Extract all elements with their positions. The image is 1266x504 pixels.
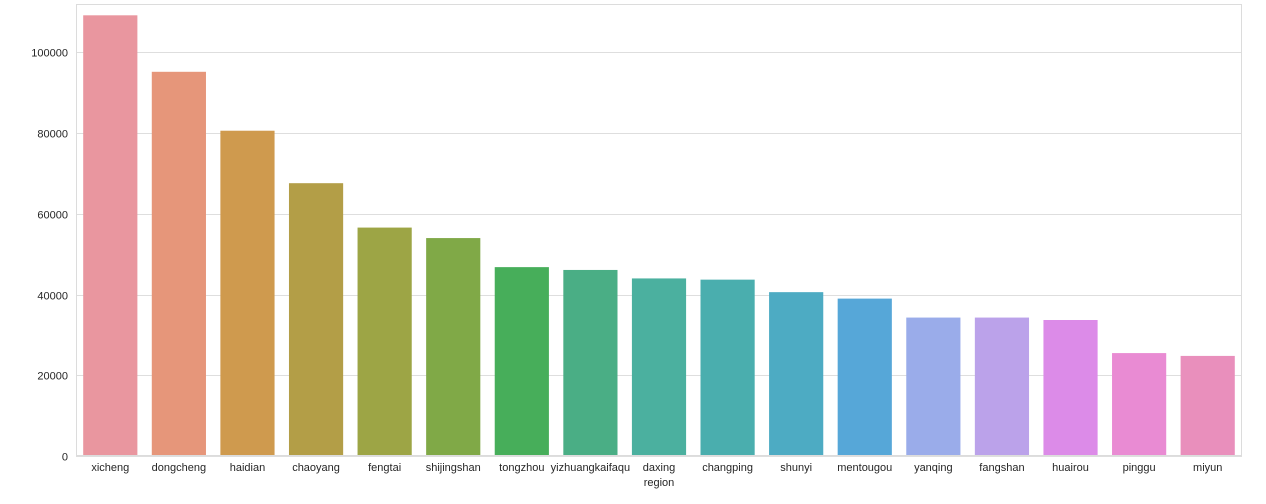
x-tick-label: pinggu <box>1123 462 1156 474</box>
bar-tongzhou <box>494 267 549 456</box>
x-tick-label: shunyi <box>780 462 812 474</box>
bar-mentougou <box>837 298 892 456</box>
x-tick-label: yanqing <box>914 462 953 474</box>
x-tick-label: haidian <box>230 462 265 474</box>
bar-huairou <box>1043 320 1098 456</box>
bar-shunyi <box>769 292 824 456</box>
x-tick-label: yizhuangkaifaqu <box>551 462 631 474</box>
y-tick-label: 40000 <box>37 291 68 303</box>
x-tick-label: xicheng <box>91 462 129 474</box>
x-tick-label: fangshan <box>979 462 1024 474</box>
x-tick-label: tongzhou <box>499 462 544 474</box>
x-tick-label: changping <box>702 462 753 474</box>
y-tick-label: 100000 <box>31 48 68 60</box>
x-tick-label: daxing <box>643 462 675 474</box>
plot-frame <box>76 4 1242 456</box>
bar-fengtai <box>357 227 412 456</box>
bar-miyun <box>1180 355 1235 456</box>
x-tick-label: miyun <box>1193 462 1222 474</box>
bar-yanqing <box>906 317 961 456</box>
bar-fangshan <box>974 317 1030 456</box>
x-tick-label: mentougou <box>837 462 892 474</box>
y-tick-label: 0 <box>62 452 68 464</box>
x-tick-labels: xicheng dongcheng haidian chaoyang fengtai sh… <box>91 462 1222 474</box>
bar-xicheng <box>83 15 138 457</box>
x-tick-label: chaoyang <box>292 462 340 474</box>
bar-haidian <box>220 130 275 456</box>
y-tick-label: 80000 <box>37 129 68 141</box>
bars <box>83 15 1235 457</box>
bar-changping <box>700 279 755 456</box>
bar-chaoyang <box>288 183 344 456</box>
y-tick-label: 60000 <box>37 210 68 222</box>
x-tick-label: huairou <box>1052 462 1089 474</box>
bar-daxing <box>631 278 687 456</box>
x-tick-label: fengtai <box>368 462 401 474</box>
x-tick-label: dongcheng <box>152 462 206 474</box>
bar-pinggu <box>1112 353 1167 456</box>
bar-shijingshan <box>426 238 481 456</box>
bar-dongcheng <box>151 71 206 457</box>
x-tick-label: shijingshan <box>426 462 481 474</box>
x-axis-title: region <box>644 477 675 489</box>
bar-yizhuangkaifaqu <box>563 269 618 456</box>
y-tick-label: 20000 <box>37 371 68 383</box>
y-tick-labels: 0 20000 40000 60000 80000 100000 <box>31 48 68 464</box>
